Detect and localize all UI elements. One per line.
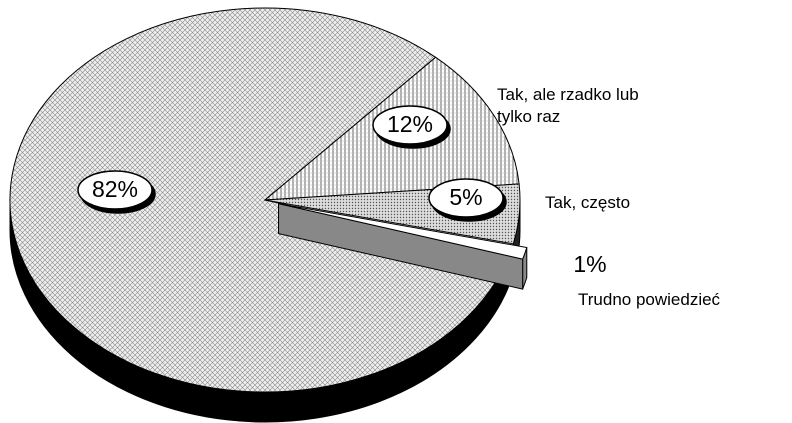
slice bbox=[278, 203, 528, 260]
value-label: 1% bbox=[573, 251, 606, 277]
category-label: Tak, ale rzadko lub tylko raz bbox=[497, 85, 639, 126]
value-label: 12% bbox=[387, 111, 433, 137]
label-bubble bbox=[428, 178, 504, 218]
category-label: Trudno powiedzieć bbox=[578, 290, 721, 309]
value-label: 82% bbox=[92, 176, 138, 202]
value-label: 5% bbox=[449, 184, 482, 210]
label-bubble bbox=[77, 170, 153, 210]
category-label: Tak, często bbox=[545, 193, 631, 212]
slice bbox=[9, 7, 510, 393]
label-bubble bbox=[372, 105, 448, 145]
